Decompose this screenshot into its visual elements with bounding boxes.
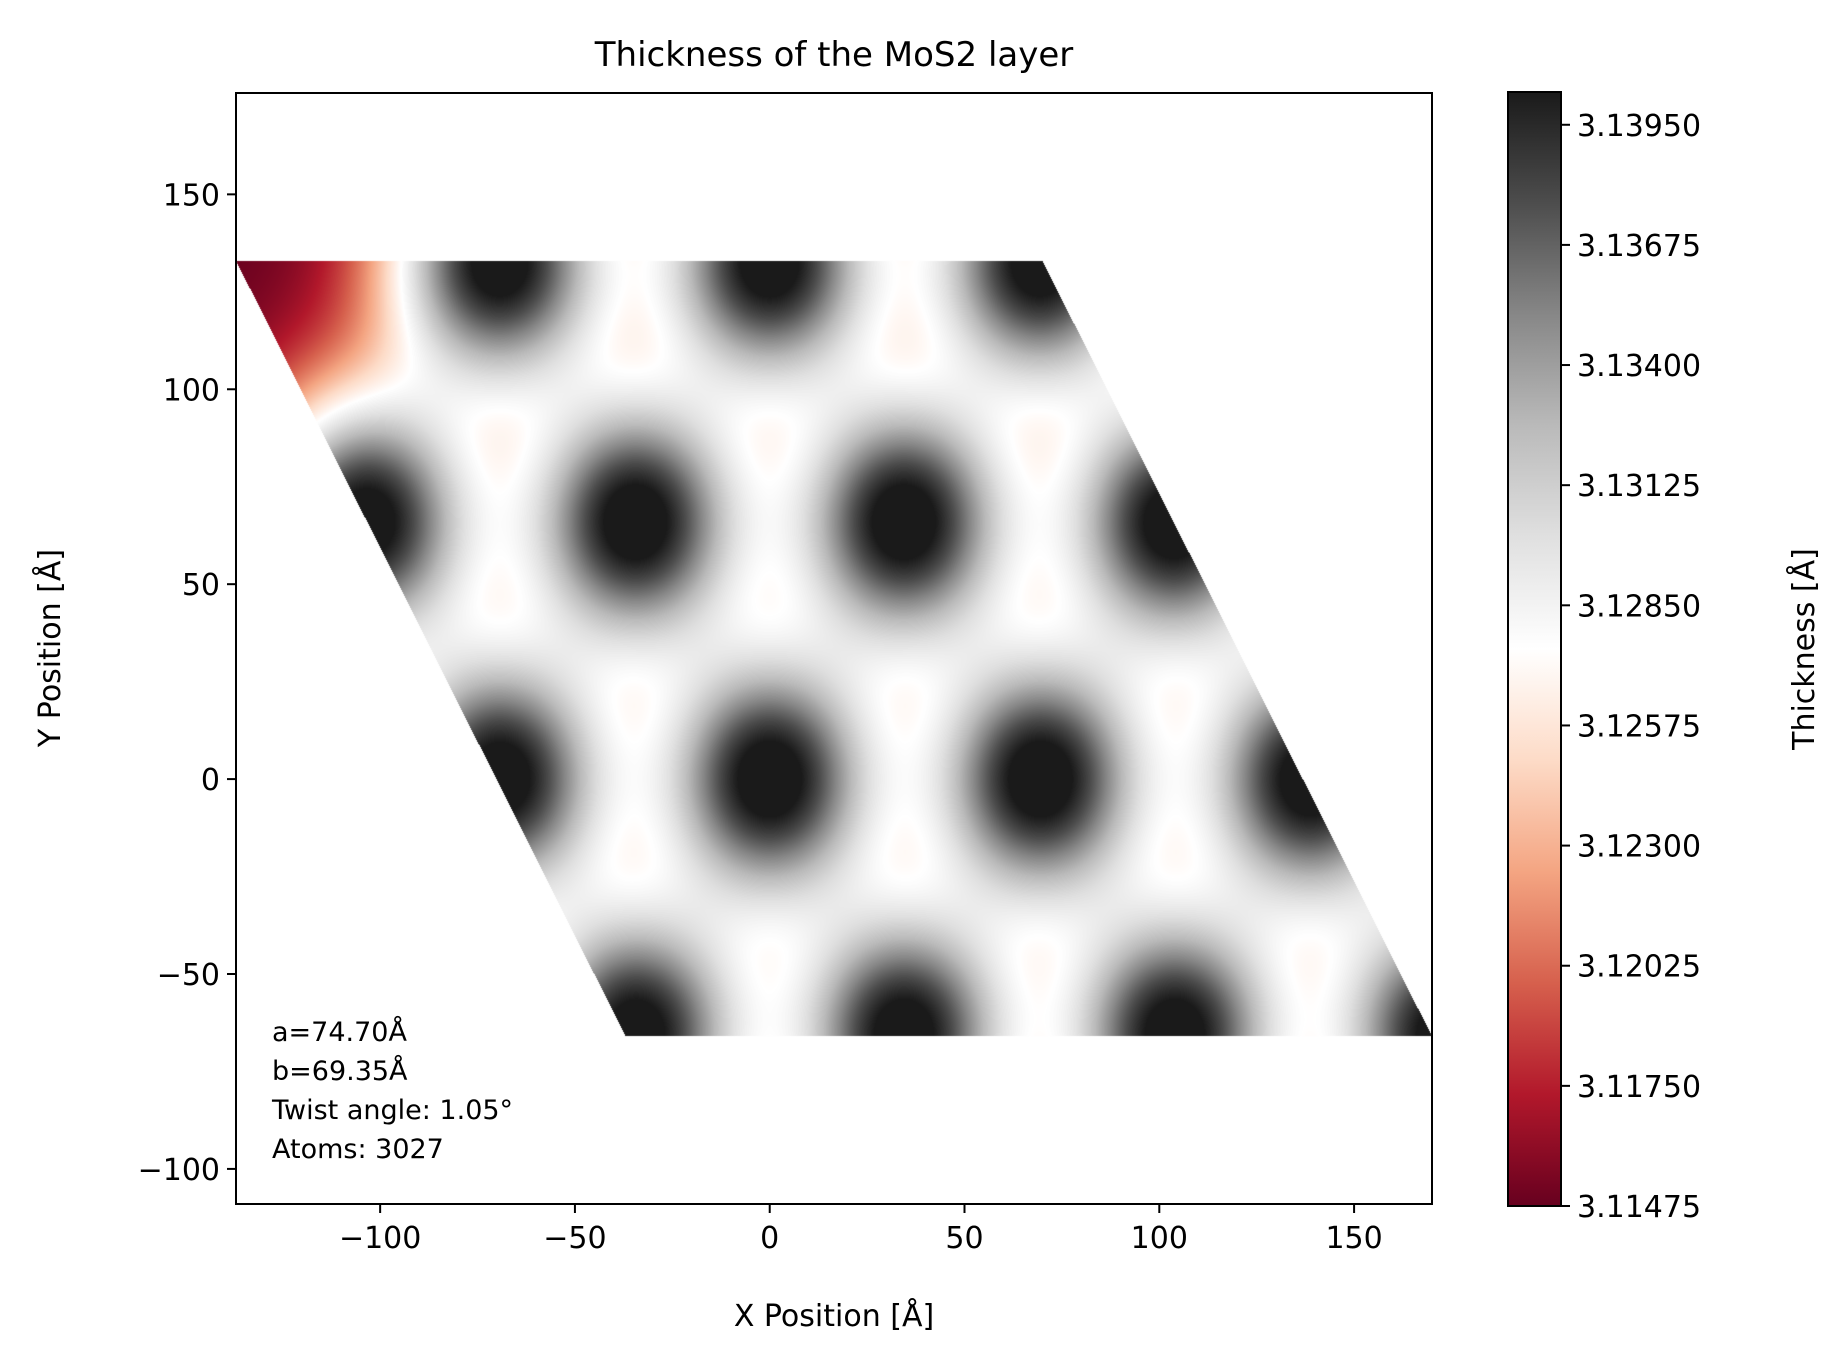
x-tick-label: 0 [760, 1221, 779, 1256]
colorbar-tick-label: 3.12300 [1577, 830, 1701, 865]
colorbar-tick-label: 3.11750 [1577, 1070, 1701, 1105]
y-tick-label: −100 [138, 1153, 220, 1188]
x-tick-label: −50 [543, 1221, 606, 1256]
colorbar-tick-label: 3.12850 [1577, 589, 1701, 624]
colorbar-tick-label: 3.12025 [1577, 950, 1701, 985]
x-axis: −100 −50 0 50 100 150 [339, 1204, 1383, 1256]
colorbar-tick-label: 3.13125 [1577, 469, 1701, 504]
x-tick-label: 150 [1325, 1221, 1382, 1256]
annotation-twist-angle: Twist angle: 1.05° [271, 1095, 513, 1126]
y-tick-label: 50 [182, 568, 220, 603]
colorbar-tick-label: 3.13950 [1577, 109, 1701, 144]
colorbar-label: Thickness [Å] [1786, 548, 1822, 751]
plot-frame [235, 92, 1433, 1205]
annotation-lattice-a: a=74.70Å [272, 1016, 407, 1048]
colorbar-tick-label: 3.13675 [1577, 229, 1701, 264]
colorbar-axis: 3.11475 3.11750 3.12025 3.12300 3.12575 3.128… [1561, 109, 1701, 1225]
colorbar [1507, 91, 1562, 1207]
y-axis-label: Y Position [Å] [32, 549, 68, 748]
colorbar-tick-label: 3.13400 [1577, 349, 1701, 384]
annotation-lattice-b: b=69.35Å [272, 1055, 408, 1087]
colorbar-tick-label: 3.12575 [1577, 709, 1701, 744]
x-tick-label: 100 [1131, 1221, 1188, 1256]
y-tick-label: 0 [201, 763, 220, 798]
x-tick-label: −100 [339, 1221, 421, 1256]
y-axis: −100 −50 0 50 100 150 [138, 178, 236, 1188]
colorbar-tick-label: 3.11475 [1577, 1190, 1701, 1225]
y-tick-label: 150 [163, 178, 220, 213]
x-axis-label: X Position [Å] [734, 1298, 934, 1334]
y-tick-label: 100 [163, 373, 220, 408]
annotation-box: a=74.70Å b=69.35Å Twist angle: 1.05° Ato… [271, 1016, 513, 1165]
chart-title: Thickness of the MoS2 layer [594, 35, 1074, 75]
annotation-atom-count: Atoms: 3027 [272, 1134, 444, 1165]
heatmap-image [236, 93, 1432, 1204]
y-tick-label: −50 [157, 958, 220, 993]
x-tick-label: 50 [945, 1221, 983, 1256]
